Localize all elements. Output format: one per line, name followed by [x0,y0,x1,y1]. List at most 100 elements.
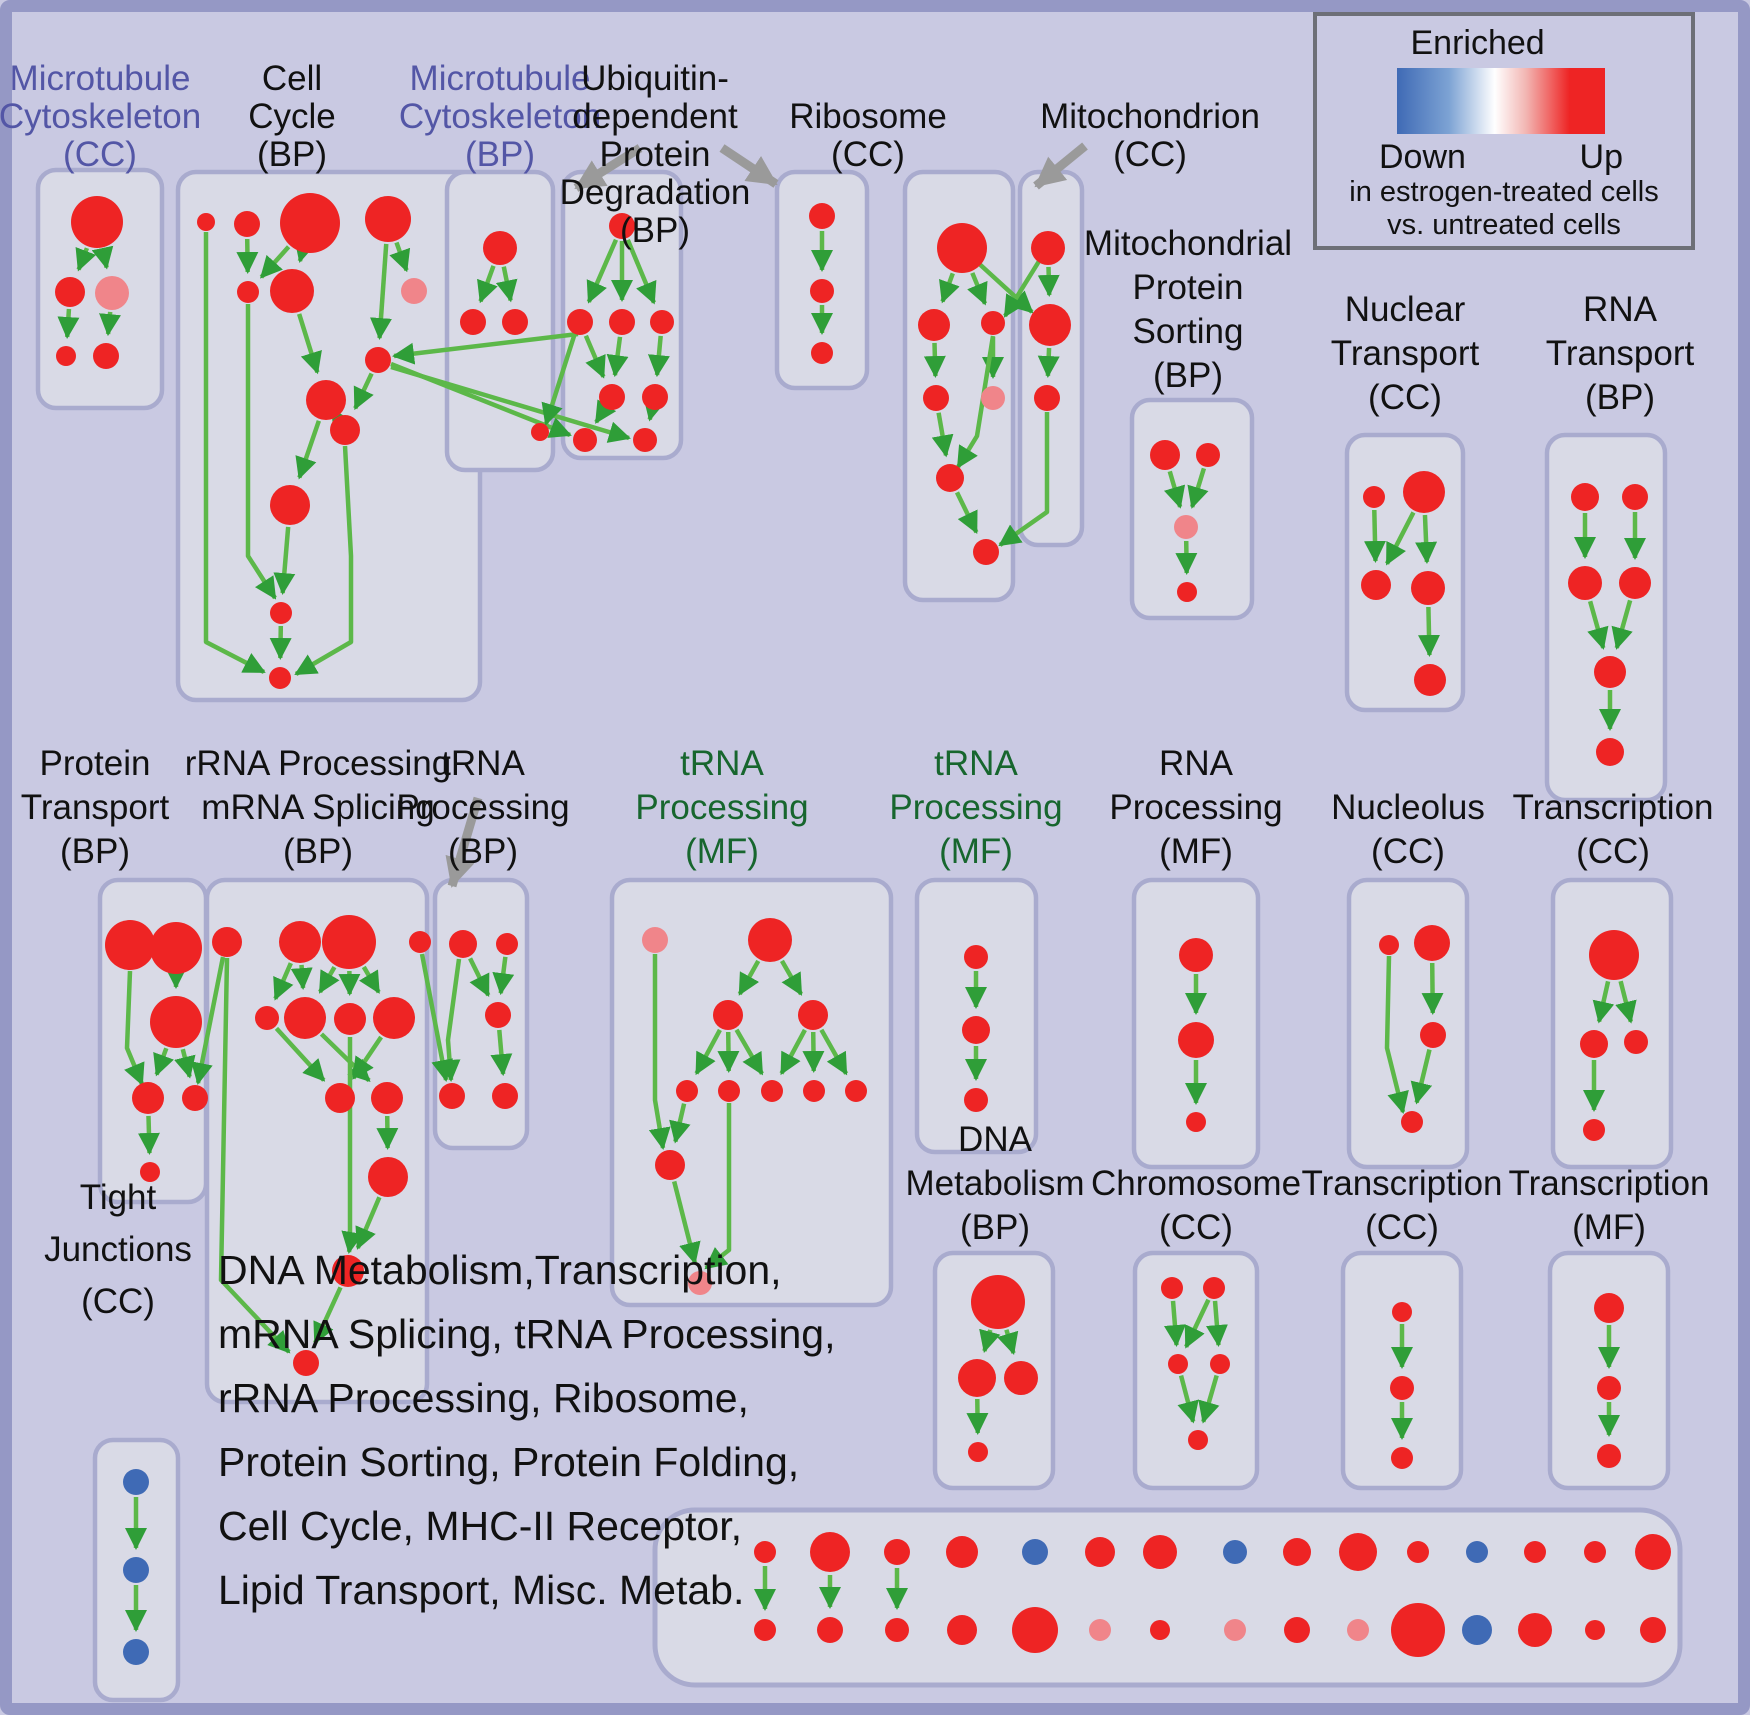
summary-bar-node[interactable] [1143,1535,1177,1569]
summary-bar-node[interactable] [817,1617,843,1643]
trna-processing-bp-node[interactable] [496,933,518,955]
summary-bar-node[interactable] [754,1619,776,1641]
dna-metabolism-bp-node[interactable] [1004,1361,1038,1395]
rrna-processing-mrna-splicing-bp-node[interactable] [322,915,376,969]
trna-processing-mf-main-node[interactable] [688,1271,712,1295]
microtubule-cytoskeleton-cc-node[interactable] [71,196,123,248]
summary-bar-node[interactable] [810,1532,850,1572]
mitochondrial-protein-sorting-bp-node[interactable] [1196,443,1220,467]
summary-bar-node[interactable] [1089,1619,1111,1641]
summary-bar-node[interactable] [885,1618,909,1642]
chromosome-cc-node[interactable] [1203,1277,1225,1299]
ubiquitin-degradation-bp-1-node[interactable] [609,213,635,239]
rna-transport-bp-node[interactable] [1596,738,1624,766]
summary-bar-node[interactable] [1283,1538,1311,1566]
rna-processing-mf-node[interactable] [1179,938,1213,972]
rrna-processing-mrna-splicing-bp-node[interactable] [332,1255,364,1287]
microtubule-cytoskeleton-bp-node[interactable] [531,423,549,441]
transcription-cc-upper-node[interactable] [1589,930,1639,980]
nuclear-transport-cc-node[interactable] [1363,486,1385,508]
rrna-processing-mrna-splicing-bp-node[interactable] [279,921,321,963]
protein-transport-bp-node[interactable] [132,1082,164,1114]
protein-transport-bp-node[interactable] [105,920,155,970]
summary-bar-node[interactable] [1518,1613,1552,1647]
chromosome-cc-node[interactable] [1168,1354,1188,1374]
nuclear-transport-cc-node[interactable] [1414,664,1446,696]
protein-transport-bp-node[interactable] [140,1162,160,1182]
nucleolus-cc-node[interactable] [1414,925,1450,961]
summary-bar-node[interactable] [754,1541,776,1563]
ribosome-cc-node[interactable] [918,309,950,341]
microtubule-cytoskeleton-bp-node[interactable] [483,231,517,265]
cell-cycle-bp-node[interactable] [365,347,391,373]
ubiquitin-degradation-bp-2-node[interactable] [809,203,835,229]
mitochondrion-cc-node[interactable] [1031,231,1065,265]
rrna-processing-mrna-splicing-bp-node[interactable] [371,1082,403,1114]
rrna-processing-mrna-splicing-bp-node[interactable] [409,931,431,953]
ribosome-cc-node[interactable] [973,539,999,565]
ubiquitin-degradation-bp-1-node[interactable] [642,384,668,410]
summary-bar-node[interactable] [1284,1617,1310,1643]
rrna-processing-mrna-splicing-bp-node[interactable] [284,997,326,1039]
cell-cycle-bp-node[interactable] [365,196,411,242]
ubiquitin-degradation-bp-1-node[interactable] [609,309,635,335]
cell-cycle-bp-node[interactable] [280,193,340,253]
trna-processing-mf-main-node[interactable] [845,1080,867,1102]
nuclear-transport-cc-node[interactable] [1361,570,1391,600]
summary-bar-node[interactable] [1524,1541,1546,1563]
cell-cycle-bp-node[interactable] [197,213,215,231]
mitochondrial-protein-sorting-bp-node[interactable] [1177,582,1197,602]
ubiquitin-degradation-bp-1-node[interactable] [573,428,597,452]
summary-bar-node[interactable] [1407,1541,1429,1563]
trna-processing-mf-side-node[interactable] [964,1088,988,1112]
chromosome-cc-node[interactable] [1188,1430,1208,1450]
rrna-processing-mrna-splicing-bp-node[interactable] [293,1350,319,1376]
cell-cycle-bp-node[interactable] [237,281,259,303]
cell-cycle-bp-node[interactable] [306,380,346,420]
trna-processing-bp-node[interactable] [492,1083,518,1109]
transcription-cc-upper-node[interactable] [1624,1030,1648,1054]
summary-bar-node[interactable] [1635,1534,1671,1570]
ribosome-cc-node[interactable] [981,311,1005,335]
summary-bar-node[interactable] [1085,1537,1115,1567]
trna-processing-mf-main-node[interactable] [761,1080,783,1102]
summary-bar-node[interactable] [1339,1533,1377,1571]
trna-processing-mf-main-node[interactable] [676,1080,698,1102]
rrna-processing-mrna-splicing-bp-node[interactable] [212,927,242,957]
ubiquitin-degradation-bp-2-node[interactable] [811,342,833,364]
mitochondrial-protein-sorting-bp-node[interactable] [1150,440,1180,470]
transcription-mf-node[interactable] [1597,1376,1621,1400]
microtubule-cytoskeleton-cc-node[interactable] [95,276,129,310]
microtubule-cytoskeleton-bp-node[interactable] [502,309,528,335]
ubiquitin-degradation-bp-1-node[interactable] [650,310,674,334]
rrna-processing-mrna-splicing-bp-node[interactable] [368,1157,408,1197]
rna-transport-bp-node[interactable] [1622,484,1648,510]
chromosome-cc-node[interactable] [1161,1277,1183,1299]
summary-bar-node[interactable] [1347,1619,1369,1641]
trna-processing-mf-main-node[interactable] [655,1150,685,1180]
dna-metabolism-bp-node[interactable] [958,1359,996,1397]
trna-processing-mf-main-node[interactable] [642,927,668,953]
summary-bar-node[interactable] [884,1539,910,1565]
rna-transport-bp-node[interactable] [1594,656,1626,688]
rrna-processing-mrna-splicing-bp-node[interactable] [334,1003,366,1035]
transcription-cc-lower-node[interactable] [1390,1376,1414,1400]
summary-bar-node[interactable] [1585,1620,1605,1640]
trna-processing-mf-side-node[interactable] [962,1016,990,1044]
rna-transport-bp-node[interactable] [1568,566,1602,600]
microtubule-cytoskeleton-bp-node[interactable] [460,309,486,335]
tight-junctions-cc-node[interactable] [123,1639,149,1665]
transcription-mf-node[interactable] [1594,1293,1624,1323]
trna-processing-mf-main-node[interactable] [718,1080,740,1102]
ribosome-cc-node[interactable] [923,385,949,411]
rrna-processing-mrna-splicing-bp-node[interactable] [255,1006,279,1030]
trna-processing-bp-node[interactable] [485,1002,511,1028]
tight-junctions-cc-node[interactable] [123,1469,149,1495]
cell-cycle-bp-node[interactable] [234,211,260,237]
summary-bar-node[interactable] [1640,1617,1666,1643]
nucleolus-cc-node[interactable] [1401,1111,1423,1133]
ribosome-cc-node[interactable] [937,223,987,273]
protein-transport-bp-node[interactable] [182,1085,208,1111]
rrna-processing-mrna-splicing-bp-node[interactable] [325,1083,355,1113]
trna-processing-mf-main-node[interactable] [713,1000,743,1030]
